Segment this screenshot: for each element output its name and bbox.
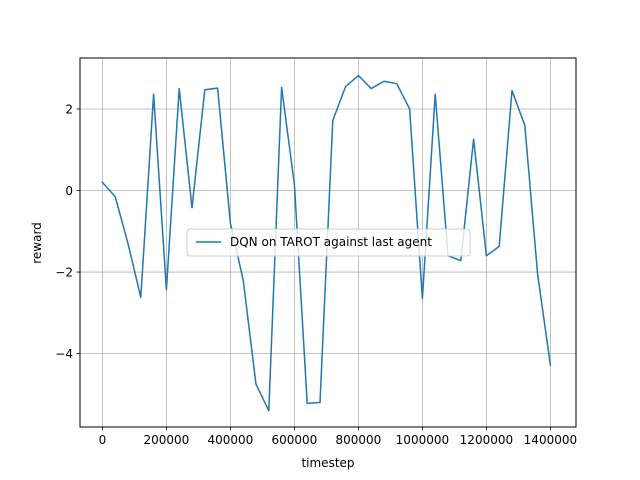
- y-axis-label: reward: [30, 222, 44, 264]
- y-tick-label: 2: [65, 102, 73, 116]
- x-tick-label: 1400000: [524, 433, 577, 447]
- legend-box: [186, 228, 471, 257]
- x-tick-label: 1000000: [396, 433, 449, 447]
- legend: DQN on TAROT against last agent: [186, 228, 471, 257]
- x-axis-label: timestep: [301, 456, 354, 470]
- series-line: [101, 74, 552, 412]
- plot-frame: [79, 57, 577, 428]
- x-axis-ticks: 0 200000 400000 600000 800000 1000000 1200000 1…: [99, 427, 577, 447]
- y-tick-label: −4: [55, 347, 73, 361]
- series-lines: [101, 74, 552, 412]
- y-tick-label: −2: [55, 266, 73, 280]
- x-tick-label: 400000: [207, 433, 253, 447]
- legend-label: DQN on TAROT against last agent: [230, 235, 432, 249]
- y-tick-label: 0: [65, 184, 73, 198]
- x-tick-label: 600000: [271, 433, 317, 447]
- x-tick-label: 800000: [335, 433, 381, 447]
- x-tick-label: 1200000: [460, 433, 513, 447]
- x-tick-label: 0: [99, 433, 107, 447]
- y-axis-ticks: −4 −2 0 2: [55, 102, 80, 361]
- x-tick-label: 200000: [143, 433, 189, 447]
